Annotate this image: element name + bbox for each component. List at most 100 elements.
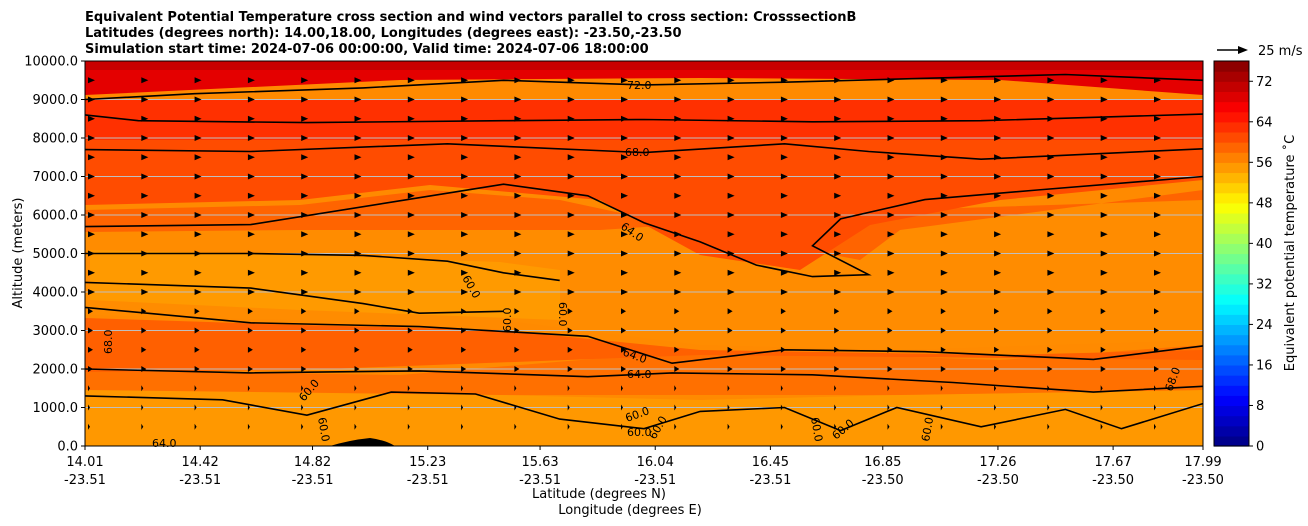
wind-vector — [780, 423, 783, 430]
colorbar-tick-label: 72 — [1256, 75, 1273, 90]
wind-vector — [1047, 173, 1055, 180]
contour-lines — [85, 73, 1203, 432]
wind-vector — [1047, 289, 1055, 295]
wind-vector — [301, 154, 309, 161]
colorbar-swatch — [1214, 375, 1249, 386]
quiver-key-label: 25 m/s — [1258, 44, 1303, 59]
wind-vector — [247, 404, 250, 411]
wind-vector — [354, 96, 362, 103]
wind-vector — [834, 212, 842, 218]
wind-vector — [461, 135, 469, 141]
wind-vector — [940, 289, 948, 295]
contour-label-60-f: 60.0 — [627, 426, 652, 439]
wind-vector — [994, 154, 1002, 161]
wind-vector — [994, 308, 1000, 315]
wind-vector — [88, 385, 90, 392]
contour-label-60-g: 60.0 — [315, 416, 332, 442]
contour-68 — [85, 113, 1203, 124]
wind-vector — [621, 269, 628, 276]
y-tick-label: 3000.0 — [33, 324, 79, 339]
x-tick-label-lat: 16.04 — [637, 455, 674, 470]
wind-vector — [354, 346, 360, 353]
wind-vector — [141, 250, 149, 257]
wind-vector — [301, 192, 309, 199]
wind-vector — [514, 212, 522, 218]
band-top-dark-red — [85, 61, 1203, 70]
wind-vector — [407, 404, 410, 411]
wind-vector — [1154, 289, 1161, 295]
wind-vector — [1154, 327, 1159, 334]
colorbar-swatch — [1214, 385, 1249, 396]
wind-vector — [567, 308, 573, 315]
wind-vector — [674, 173, 682, 180]
wind-vector — [1100, 346, 1106, 353]
wind-vector — [727, 192, 735, 199]
wind-vector — [88, 212, 95, 218]
wind-vector — [994, 135, 1002, 141]
wind-vector — [194, 154, 202, 161]
wind-vector — [780, 135, 788, 141]
wind-vector — [407, 154, 415, 161]
wind-vector — [1047, 77, 1055, 84]
wind-vector — [354, 423, 357, 430]
y-tick-label: 0.0 — [57, 440, 78, 455]
wind-vector — [514, 135, 522, 141]
wind-vector — [887, 327, 893, 334]
wind-vector — [88, 289, 95, 295]
wind-vector — [141, 308, 147, 315]
wind-vector — [567, 346, 573, 353]
wind-vector — [834, 327, 840, 334]
wind-vector — [567, 192, 575, 199]
wind-vector — [514, 250, 522, 257]
wind-vector — [1154, 192, 1161, 199]
wind-vector — [887, 154, 895, 161]
wind-vector — [1100, 250, 1108, 257]
wind-vector — [727, 269, 735, 276]
x-tick-label-lon: -23.51 — [64, 473, 106, 488]
wind-vector — [834, 385, 837, 392]
wind-vector — [407, 308, 413, 315]
wind-vector — [461, 269, 469, 276]
x-tick-label-lon: -23.50 — [1182, 473, 1224, 488]
wind-vector — [1100, 289, 1108, 295]
wind-vector — [780, 231, 788, 238]
wind-vector — [727, 385, 730, 392]
wind-vector — [1100, 192, 1108, 199]
wind-vector — [621, 346, 626, 353]
wind-vector — [1047, 231, 1055, 238]
wind-vector — [194, 366, 200, 372]
wind-vector — [407, 115, 415, 122]
colorbar-ticks: 0 8 16 24 32 40 48 56 64 72 — [1249, 75, 1273, 455]
wind-vector — [1100, 173, 1108, 180]
wind-vector — [194, 115, 202, 122]
wind-vector — [1047, 385, 1050, 392]
wind-vector — [940, 404, 943, 411]
wind-vector — [1100, 385, 1103, 392]
wind-vector — [301, 404, 304, 411]
wind-vector — [994, 327, 1000, 334]
contour-60 — [85, 281, 504, 315]
wind-vector — [514, 366, 520, 372]
wind-vector — [301, 231, 309, 238]
x-tick-label-lon: -23.51 — [749, 473, 791, 488]
wind-vector — [141, 135, 149, 141]
wind-vector — [461, 231, 469, 238]
wind-vector — [940, 327, 946, 334]
wind-vector — [887, 404, 890, 411]
wind-vector — [247, 308, 253, 315]
wind-vector — [407, 231, 415, 238]
wind-vector — [1100, 96, 1108, 103]
band-mid-orange — [85, 345, 1203, 395]
wind-vector — [1154, 115, 1161, 122]
wind-vector — [780, 212, 788, 218]
wind-vector — [567, 289, 575, 295]
wind-vector — [1100, 423, 1103, 430]
wind-vector — [727, 289, 735, 295]
colorbar-swatch — [1214, 354, 1249, 366]
wind-vector — [247, 212, 255, 218]
wind-vector — [834, 192, 842, 199]
colorbar-swatch — [1214, 212, 1249, 224]
wind-vector — [727, 404, 730, 411]
colorbar-swatch — [1214, 415, 1249, 427]
wind-vector — [407, 96, 415, 103]
